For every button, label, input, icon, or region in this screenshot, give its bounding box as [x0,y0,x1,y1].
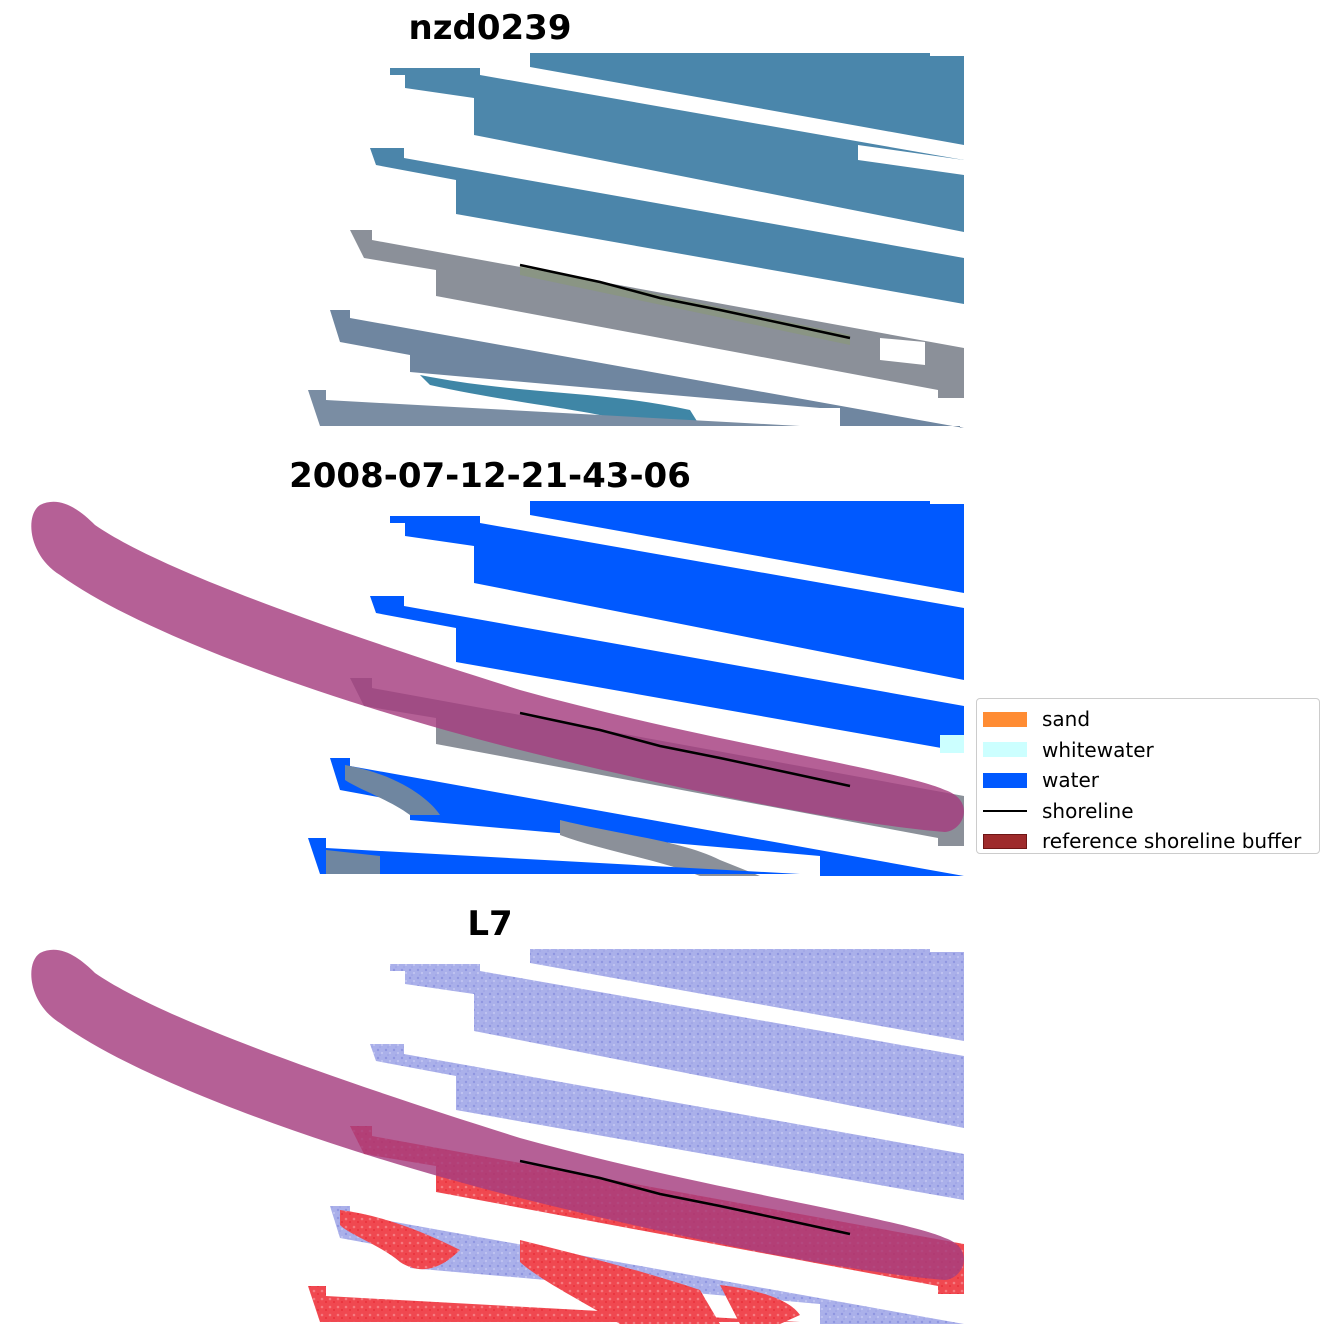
panel-title-index: L7 [467,904,513,944]
index-bottom-strip [308,1286,800,1322]
legend-label: water [1042,768,1099,793]
legend-label: reference shoreline buffer [1042,829,1302,854]
class-bottom-strip [308,838,800,874]
whitewater-swatch [983,742,1027,758]
reference-shoreline-buffer [31,949,964,1280]
panel-classification [31,501,964,876]
shoreline-line [519,711,851,788]
rgb-estuary-strip [330,310,964,428]
legend: sand whitewater water shoreline referenc… [976,698,1320,854]
legend-item-sand: sand [977,704,1319,735]
legend-item-reference-shoreline-buffer: reference shoreline buffer [977,826,1319,857]
shoreline-line [519,263,851,340]
legend-item-water: water [977,765,1319,796]
panel-rgb-image [308,53,964,428]
legend-label: sand [1042,707,1091,732]
rgb-land-strip [350,230,964,398]
panel-title-rgb: nzd0239 [408,8,572,48]
reference-shoreline-buffer [31,501,964,832]
rgb-bottom-strip [308,390,800,426]
class-water-stripes [370,501,964,753]
legend-label: whitewater [1042,737,1154,762]
water-swatch [983,772,1027,788]
legend-item-whitewater: whitewater [977,735,1319,766]
sand-swatch [983,711,1027,727]
shoreline-line-swatch [983,809,1027,812]
panel-index [31,949,964,1324]
index-estuary-strip [330,1206,964,1324]
panel-title-classification: 2008-07-12-21-43-06 [289,456,691,496]
legend-label: shoreline [1042,798,1134,823]
legend-item-shoreline: shoreline [977,796,1319,827]
shoreline-line [519,1159,851,1236]
class-estuary-strip [330,758,964,876]
index-water-stripes [370,949,964,1200]
buffer-swatch [983,833,1027,849]
rgb-water-stripes [370,53,964,304]
